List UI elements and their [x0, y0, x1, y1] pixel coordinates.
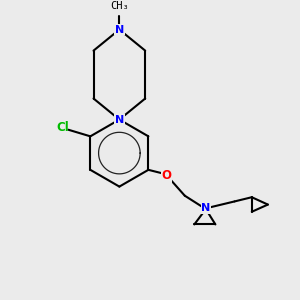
- Text: Cl: Cl: [56, 121, 69, 134]
- Text: N: N: [115, 25, 124, 34]
- Text: O: O: [162, 169, 172, 182]
- Text: CH₃: CH₃: [110, 2, 129, 11]
- Text: N: N: [115, 115, 124, 124]
- Text: N: N: [201, 203, 211, 213]
